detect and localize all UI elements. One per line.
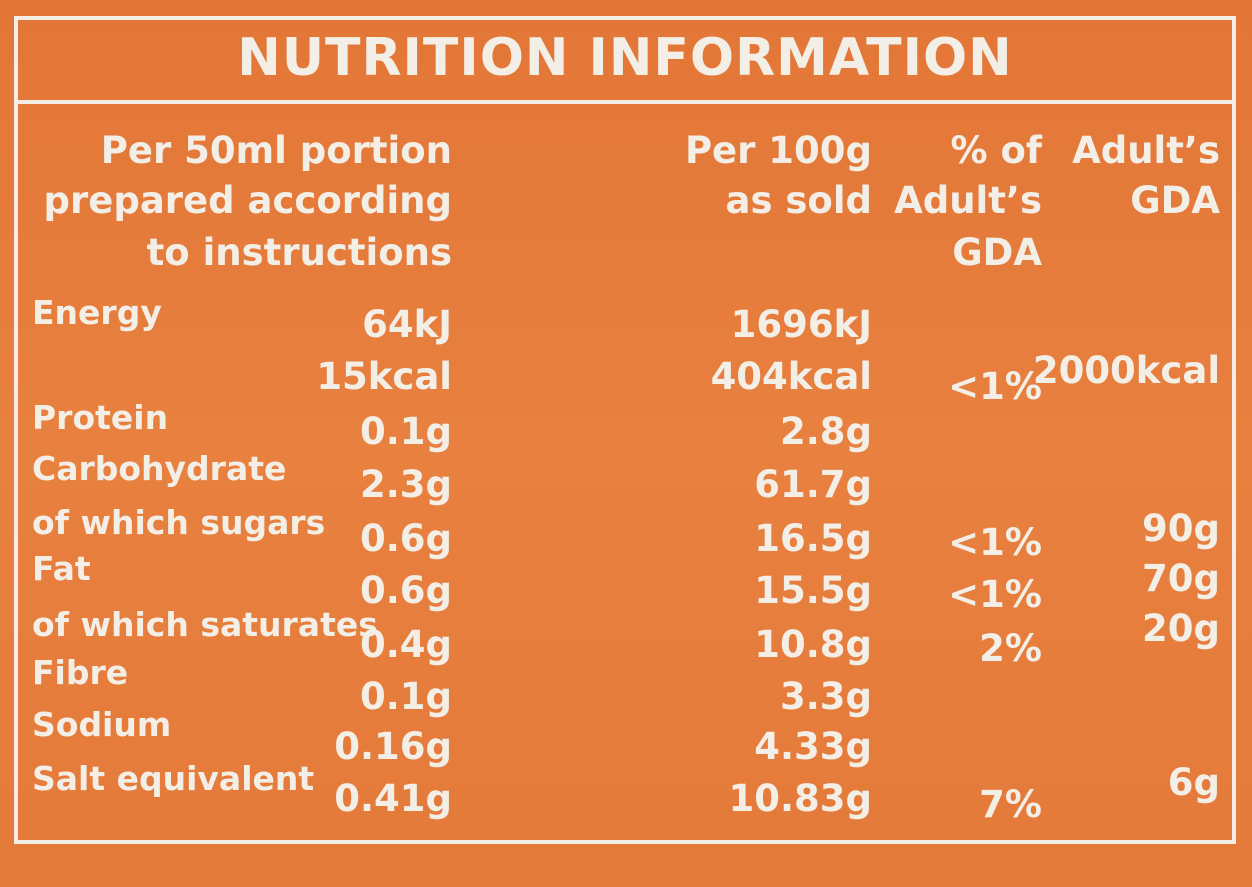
value-per-portion: 0.6g <box>359 569 452 612</box>
value-per-100g: 404kcal <box>710 355 872 398</box>
value-gda-percent: <1% <box>948 521 1042 564</box>
nutrient-name: Fat <box>32 549 91 588</box>
value-per-100g: 3.3g <box>779 675 872 718</box>
header-pct-line2: Adult’s <box>894 179 1042 222</box>
header-per100-line2: as sold <box>725 179 872 222</box>
value-gda-percent: <1% <box>948 365 1042 408</box>
value-gda-percent: <1% <box>948 573 1042 616</box>
nutrient-name: Sodium <box>32 705 172 744</box>
header-pct-line1: % of <box>950 129 1042 172</box>
header-per100-line1: Per 100g <box>684 129 872 172</box>
value-per-portion: 0.6g <box>359 517 452 560</box>
value-per-100g: 16.5g <box>754 517 872 560</box>
nutrient-name: of which saturates <box>32 605 378 644</box>
value-per-portion: 64kJ <box>362 303 452 346</box>
value-per-100g: 1696kJ <box>730 303 872 346</box>
value-per-portion: 0.1g <box>359 410 452 453</box>
header-pct-line3: GDA <box>952 231 1042 274</box>
label-border <box>14 16 1236 844</box>
value-per-100g: 15.5g <box>754 569 872 612</box>
value-per-100g: 2.8g <box>779 410 872 453</box>
header-gda-line1: Adult’s <box>1072 129 1220 172</box>
value-per-portion: 2.3g <box>359 463 452 506</box>
nutrient-name: Energy <box>32 293 162 332</box>
value-adult-gda: 90g <box>1142 507 1220 550</box>
header-portion-line2: prepared according <box>43 179 452 222</box>
value-per-100g: 61.7g <box>754 463 872 506</box>
value-per-portion: 0.4g <box>359 623 452 666</box>
nutrient-name: Protein <box>32 398 169 437</box>
nutrient-name: of which sugars <box>32 503 326 542</box>
value-per-100g: 10.8g <box>754 623 872 666</box>
value-per-portion: 0.1g <box>359 675 452 718</box>
nutrient-name: Salt equivalent <box>32 759 315 798</box>
value-gda-percent: 2% <box>979 627 1042 670</box>
value-per-portion: 0.16g <box>334 725 452 768</box>
value-adult-gda: 20g <box>1142 607 1220 650</box>
nutrient-name: Fibre <box>32 653 129 692</box>
value-per-portion: 0.41g <box>334 777 452 820</box>
value-per-portion: 15kcal <box>316 355 452 398</box>
value-per-100g: 4.33g <box>754 725 872 768</box>
value-adult-gda: 70g <box>1142 557 1220 600</box>
value-adult-gda: 2000kcal <box>1032 349 1220 392</box>
header-portion-line1: Per 50ml portion <box>100 129 452 172</box>
value-per-100g: 10.83g <box>728 777 872 820</box>
nutrient-name: Carbohydrate <box>32 449 287 488</box>
header-portion-line3: to instructions <box>146 231 452 274</box>
value-gda-percent: 7% <box>979 783 1042 826</box>
value-adult-gda: 6g <box>1167 761 1220 804</box>
header-gda-line2: GDA <box>1130 179 1220 222</box>
label-title: NUTRITION INFORMATION <box>237 28 1013 88</box>
title-bar: NUTRITION INFORMATION <box>14 16 1236 104</box>
